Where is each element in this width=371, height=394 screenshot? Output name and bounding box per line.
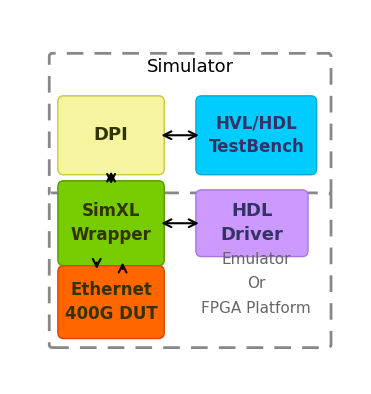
FancyBboxPatch shape — [196, 96, 317, 175]
FancyBboxPatch shape — [196, 190, 308, 256]
Text: Emulator
Or
FPGA Platform: Emulator Or FPGA Platform — [201, 252, 311, 316]
FancyBboxPatch shape — [49, 193, 331, 348]
FancyBboxPatch shape — [49, 53, 331, 196]
Text: Simulator: Simulator — [147, 58, 234, 76]
Text: Ethernet
400G DUT: Ethernet 400G DUT — [65, 281, 157, 323]
Text: DPI: DPI — [94, 126, 128, 144]
FancyBboxPatch shape — [58, 96, 164, 175]
Text: SimXL
Wrapper: SimXL Wrapper — [70, 203, 151, 244]
FancyBboxPatch shape — [58, 181, 164, 266]
FancyBboxPatch shape — [58, 266, 164, 338]
Text: HVL/HDL
TestBench: HVL/HDL TestBench — [209, 115, 304, 156]
Text: HDL
Driver: HDL Driver — [220, 203, 283, 244]
